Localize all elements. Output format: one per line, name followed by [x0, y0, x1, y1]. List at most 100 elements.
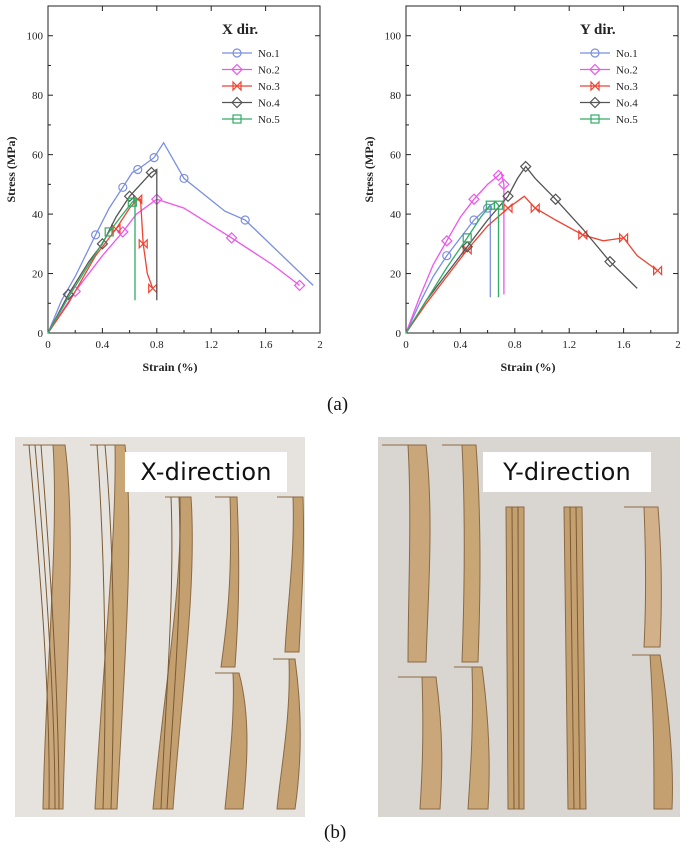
data-point: [519, 160, 532, 173]
legend-marker: [231, 63, 243, 76]
data-point: [549, 193, 562, 206]
legend-label: No.3: [616, 81, 638, 93]
data-point: [468, 193, 480, 206]
stress-strain-chart-y: 0 20 40 60 80 100 0 0.4 0.8 1.2 1.6 2 Strain (%) Stre…: [362, 5, 681, 374]
x-tick-label: 2: [675, 339, 681, 351]
caption-a: (a): [327, 394, 349, 415]
data-point: [461, 240, 474, 253]
legend-marker: [589, 63, 601, 76]
chart-title: X dir.: [222, 22, 258, 38]
legend-label: No.1: [616, 48, 638, 60]
data-point: [96, 237, 109, 250]
x-tick-label: 1.2: [562, 339, 576, 351]
data-point: [179, 173, 189, 184]
plot-frame: [47, 5, 321, 334]
x-axis-label: Strain (%): [501, 360, 556, 374]
stress-strain-chart-x: 0 20 40 60 80 100 0 0.4 0.8 1.2 1.6 2 Strain (%) Stre…: [4, 5, 323, 374]
legend-marker: [590, 114, 600, 124]
data-point: [653, 265, 663, 277]
specimen-photo-x: X-direction: [15, 437, 305, 817]
series-line-no5: [405, 201, 500, 334]
legend-marker: [232, 48, 242, 58]
y-tick-label: 80: [32, 90, 44, 102]
legend-marker: [589, 96, 601, 109]
x-tick-label: 0: [403, 339, 409, 351]
legend-label: No.4: [258, 98, 280, 110]
data-point: [127, 197, 137, 207]
data-point: [498, 178, 510, 191]
data-point: [133, 164, 143, 175]
legend-marker: [590, 80, 600, 92]
x-tick-label: 0.8: [150, 339, 164, 351]
series-line-no5: [47, 197, 136, 334]
photo-label-y: Y-direction: [483, 452, 651, 492]
y-tick-label: 100: [385, 31, 402, 43]
data-point: [442, 251, 452, 261]
x-tick-label: 0.8: [508, 339, 522, 351]
y-tick-label: 60: [390, 150, 402, 162]
caption-b: (b): [324, 822, 347, 843]
x-tick-label: 0.4: [454, 339, 468, 351]
data-point: [462, 233, 472, 243]
legend-marker: [590, 48, 600, 58]
legend-label: No.4: [616, 98, 638, 110]
x-tick-label: 0: [45, 339, 51, 351]
legend-label: No.3: [258, 81, 280, 93]
data-point: [118, 182, 128, 192]
data-point: [104, 227, 114, 237]
y-tick-label: 80: [390, 90, 402, 102]
y-tick-label: 60: [32, 150, 44, 162]
y-tick-label: 40: [390, 209, 402, 221]
data-point: [240, 215, 250, 225]
x-tick-label: 1.6: [259, 339, 273, 351]
data-point: [149, 153, 159, 163]
x-tick-label: 1.2: [204, 339, 218, 351]
y-tick-label: 20: [32, 269, 44, 281]
data-point: [440, 234, 453, 247]
data-point: [578, 229, 588, 241]
y-tick-label: 20: [390, 269, 402, 281]
legend-marker: [231, 96, 243, 109]
data-point: [293, 279, 306, 292]
x-tick-label: 1.6: [617, 339, 631, 351]
data-point: [503, 202, 513, 214]
y-tick-label: 100: [27, 31, 44, 43]
specimen-strips-x: [23, 444, 305, 810]
data-point: [483, 203, 493, 213]
plot-frame: [405, 5, 679, 334]
specimen-photo-y: Y-direction: [378, 437, 680, 817]
x-axis-label: Strain (%): [143, 360, 198, 374]
data-point: [619, 232, 629, 244]
photo-label-x: X-direction: [125, 452, 287, 492]
data-point: [111, 223, 121, 235]
x-tick-label: 0.4: [96, 339, 110, 351]
data-point: [138, 238, 148, 250]
legend-label: No.1: [258, 48, 280, 60]
y-axis-label: Stress (MPa): [362, 136, 376, 202]
data-point: [604, 255, 616, 268]
legend-label: No.5: [616, 114, 638, 126]
legend-label: No.2: [616, 65, 638, 77]
data-point: [469, 215, 479, 225]
x-tick-label: 2: [317, 339, 323, 351]
series-line-no1: [47, 141, 314, 334]
data-point: [145, 166, 158, 179]
y-tick-label: 0: [396, 328, 402, 340]
series-line-no2: [47, 198, 300, 334]
data-point: [502, 190, 514, 203]
data-point: [225, 232, 238, 244]
data-point: [493, 200, 504, 210]
legend-label: No.5: [258, 114, 280, 126]
series-line-no4: [405, 165, 638, 334]
y-tick-label: 40: [32, 209, 44, 221]
data-point: [492, 169, 505, 182]
y-tick-label: 0: [38, 328, 44, 340]
y-axis-label: Stress (MPa): [4, 136, 18, 202]
data-point: [90, 230, 101, 240]
data-point: [123, 190, 136, 203]
legend-marker: [232, 80, 242, 92]
specimen-strips-y: [382, 444, 673, 810]
data-point: [530, 202, 540, 214]
chart-title: Y dir.: [580, 22, 616, 38]
legend-marker: [232, 114, 242, 124]
